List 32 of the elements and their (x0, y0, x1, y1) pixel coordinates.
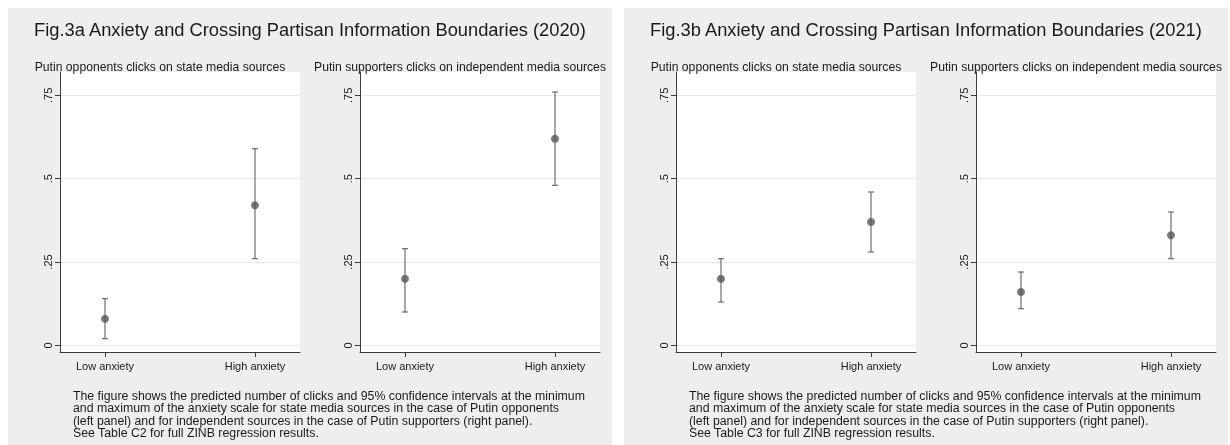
y-tick-label: .25 (41, 254, 54, 270)
x-tick-label: Low anxiety (691, 359, 751, 372)
chart-subtitle: Putin opponents clicks on state media sources (34, 60, 286, 74)
y-tick-label: .25 (957, 254, 970, 270)
y-tick-label: .5 (341, 174, 354, 184)
y-tick-label: .25 (341, 254, 354, 270)
x-tick-label: Low anxiety (991, 359, 1051, 372)
y-tick-label: .75 (341, 87, 354, 103)
chart-title: Fig.3b Anxiety and Crossing Partisan Information Boundaries (2021) (649, 19, 1203, 41)
chart-subtitle: Putin supporters clicks on independent media sources (314, 60, 606, 74)
chart-subtitle: Putin supporters clicks on independent media sources (930, 60, 1222, 74)
y-tick-label: .25 (657, 254, 670, 270)
x-tick-label: High anxiety (524, 359, 586, 372)
y-tick-label: .75 (957, 87, 970, 103)
x-tick-label: High anxiety (224, 359, 286, 372)
y-tick-label: .5 (657, 174, 670, 184)
y-tick-label: .5 (957, 174, 970, 184)
x-tick-label: Low anxiety (375, 359, 435, 372)
y-tick-label: .5 (41, 174, 54, 184)
text: The figure shows the predicted number of clicks and 95% confidence intervals at the minimum and maximum of the anxiety scale for state media sources in the case of Putin opponents (left panel) and for independent sources in the case of Putin supporters (right panel). See Table C3 for full ZINB regression results. (689, 389, 1202, 441)
y-tick-label: .75 (657, 87, 670, 103)
y-tick-label: 0 (41, 342, 54, 349)
y-tick-label: .75 (41, 87, 54, 103)
y-tick-label: 0 (657, 342, 670, 349)
text: The figure shows the predicted number of clicks and 95% confidence intervals at the minimum and maximum of the anxiety scale for state media sources in the case of Putin opponents (left panel) and for independent sources in the case of Putin supporters (right panel). See Table C2 for full ZINB regression results. (73, 389, 586, 441)
y-tick-label: 0 (341, 342, 354, 349)
x-tick-label: Low anxiety (75, 359, 135, 372)
y-tick-label: 0 (957, 342, 970, 349)
x-tick-label: High anxiety (1140, 359, 1202, 372)
x-tick-label: High anxiety (840, 359, 902, 372)
chart-subtitle: Putin opponents clicks on state media sources (650, 60, 902, 74)
chart-title: Fig.3a Anxiety and Crossing Partisan Information Boundaries (2020) (33, 19, 587, 41)
